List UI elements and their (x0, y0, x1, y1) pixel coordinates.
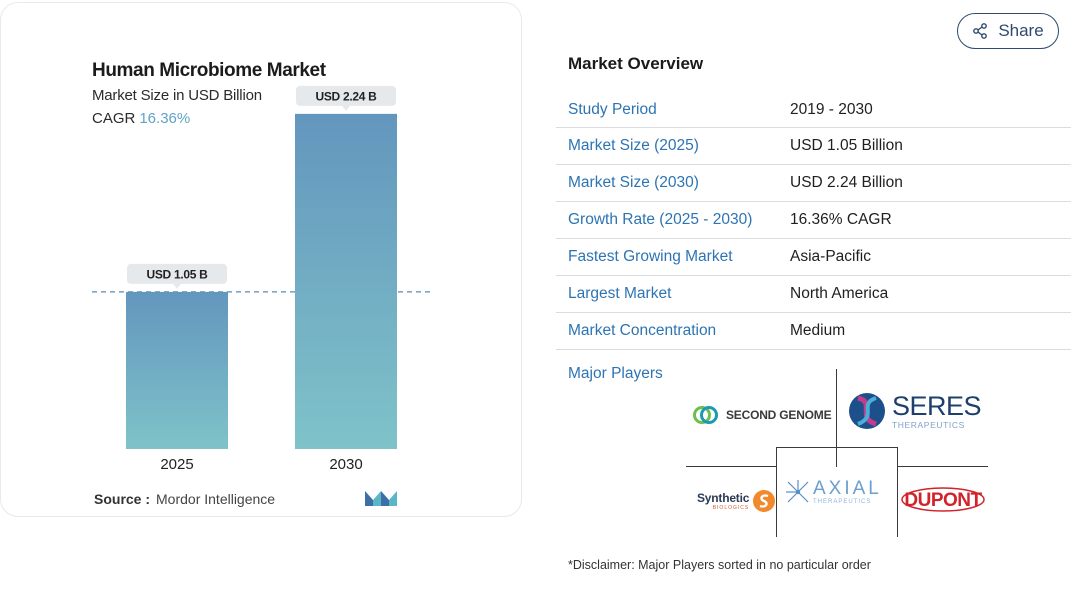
synthetic-sub: BIOLOGICS (712, 504, 750, 511)
table-row: Market Concentration Medium (556, 313, 1071, 350)
share-icon (973, 23, 988, 39)
seres-sub: THERAPEUTICS (892, 419, 965, 430)
second-genome-logo[interactable]: SECOND GENOME (692, 403, 832, 427)
grid-divider (776, 447, 898, 448)
row-label[interactable]: Market Size (2025) (568, 137, 699, 154)
axial-logo[interactable]: AXIAL THERAPEUTICS (785, 478, 882, 506)
source-label: Source : (94, 491, 151, 507)
row-value: USD 2.24 Billion (790, 174, 903, 191)
grid-divider (836, 369, 837, 467)
data-label: USD 2.24 B (315, 89, 377, 103)
x-tick-label: 2030 (329, 456, 362, 473)
x-tick-label: 2025 (160, 456, 193, 473)
second-genome-name: SECOND GENOME (726, 408, 832, 422)
table-row: Study Period 2019 - 2030 (556, 92, 1071, 128)
source-value: Mordor Intelligence (156, 491, 276, 507)
chart-card (0, 2, 522, 517)
table-row: Largest Market North America (556, 276, 1071, 313)
row-value: Asia-Pacific (790, 248, 871, 265)
row-value: Medium (790, 322, 846, 339)
seres-icon (849, 393, 885, 429)
synthetic-biologics-logo[interactable]: Synthetic BIOLOGICS (697, 489, 776, 513)
table-row: Growth Rate (2025 - 2030) 16.36% CAGR (556, 202, 1071, 239)
chart-title: Human Microbiome Market (92, 60, 326, 81)
row-label[interactable]: Fastest Growing Market (568, 248, 733, 265)
seres-name: SERES (892, 390, 982, 421)
seres-logo[interactable]: SERES THERAPEUTICS (848, 388, 982, 434)
dupont-logo[interactable]: DUPONT (901, 487, 985, 512)
data-label: USD 1.05 B (146, 267, 208, 281)
bar-2025 (126, 291, 228, 449)
row-label[interactable]: Largest Market (568, 285, 672, 302)
row-value: 2019 - 2030 (790, 100, 873, 118)
major-players-grid (686, 369, 988, 537)
cagr-value: 16.36% (139, 110, 191, 127)
chart-cagr: CAGR 16.36% (92, 110, 190, 127)
dupont-oval-icon (901, 487, 985, 512)
grid-divider (897, 447, 898, 537)
grid-divider (897, 466, 988, 467)
table-row: Market Size (2025) USD 1.05 Billion (556, 128, 1071, 165)
cagr-label: CAGR (92, 110, 136, 127)
share-button[interactable]: Share (957, 13, 1059, 49)
row-value: USD 1.05 Billion (790, 137, 903, 154)
row-label[interactable]: Market Size (2030) (568, 174, 699, 191)
grid-divider (686, 466, 777, 467)
overview-table: Study Period 2019 - 2030 Market Size (20… (556, 92, 1071, 350)
row-label[interactable]: Growth Rate (2025 - 2030) (568, 211, 753, 228)
chart-source: Source : Mordor Intelligence (94, 491, 275, 507)
axial-icon (786, 480, 809, 503)
data-label-pointer (173, 283, 181, 289)
dupont-name: DUPONT (904, 490, 982, 511)
table-row: Fastest Growing Market Asia-Pacific (556, 239, 1071, 276)
chart-subtitle: Market Size in USD Billion (92, 87, 262, 104)
data-label-box (127, 263, 227, 284)
data-label-pointer (342, 105, 350, 111)
bar-chart: USD 1.05 B 2025 USD 2.24 B 2030 (92, 85, 433, 473)
data-label-box (296, 85, 396, 106)
mordor-logo-icon (365, 491, 397, 506)
axial-name: AXIAL (813, 478, 882, 499)
axial-sub: THERAPEUTICS (813, 499, 872, 505)
share-label: Share (998, 21, 1044, 40)
overview-title: Market Overview (568, 54, 704, 73)
disclaimer: *Disclaimer: Major Players sorted in no … (568, 558, 871, 572)
row-label[interactable]: Study Period (568, 100, 657, 118)
bar-2030 (295, 113, 397, 449)
grid-divider (776, 447, 777, 537)
row-value: 16.36% CAGR (790, 211, 892, 228)
major-players-label[interactable]: Major Players (568, 365, 663, 382)
synthetic-name: Synthetic (697, 490, 750, 505)
synthetic-s-icon (753, 490, 776, 512)
second-genome-icon (693, 406, 718, 424)
row-value: North America (790, 285, 889, 302)
row-label[interactable]: Market Concentration (568, 322, 717, 339)
table-row: Market Size (2030) USD 2.24 Billion (556, 165, 1071, 202)
